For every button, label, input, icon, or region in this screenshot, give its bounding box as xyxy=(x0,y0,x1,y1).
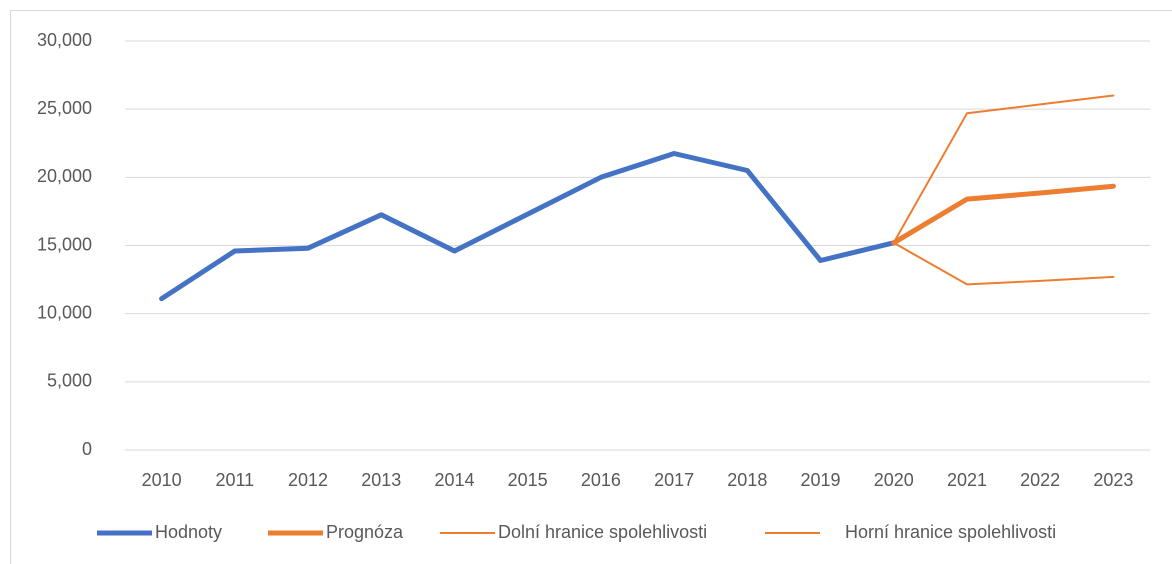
x-tick-label: 2015 xyxy=(508,470,548,490)
x-tick-label: 2023 xyxy=(1093,470,1133,490)
x-tick-label: 2021 xyxy=(947,470,987,490)
legend-label: Hodnoty xyxy=(155,522,222,542)
x-tick-label: 2012 xyxy=(288,470,328,490)
series-line xyxy=(892,94,1115,244)
series-line xyxy=(892,241,1115,286)
y-tick-label: 30,000 xyxy=(37,30,92,50)
x-tick-label: 2016 xyxy=(581,470,621,490)
legend-label: Prognóza xyxy=(326,522,404,542)
x-tick-label: 2011 xyxy=(215,470,254,490)
series-line xyxy=(891,183,1116,246)
y-tick-label: 10,000 xyxy=(37,302,92,322)
x-tick-label: 2017 xyxy=(654,470,694,490)
chart-border xyxy=(10,10,1172,564)
x-tick-label: 2013 xyxy=(361,470,401,490)
x-tick-label: 2018 xyxy=(727,470,767,490)
y-tick-label: 20,000 xyxy=(37,166,92,186)
x-tick-label: 2010 xyxy=(142,470,182,490)
x-tick-label: 2019 xyxy=(801,470,841,490)
y-tick-label: 25,000 xyxy=(37,98,92,118)
legend-label: Dolní hranice spolehlivosti xyxy=(498,522,707,542)
x-tick-label: 2022 xyxy=(1020,470,1060,490)
x-tick-label: 2014 xyxy=(434,470,474,490)
series-line xyxy=(159,151,897,302)
y-tick-label: 15,000 xyxy=(37,234,92,254)
y-tick-label: 0 xyxy=(82,439,92,459)
legend-label: Horní hranice spolehlivosti xyxy=(845,522,1056,542)
x-tick-label: 2020 xyxy=(874,470,914,490)
y-tick-label: 5,000 xyxy=(47,371,92,391)
